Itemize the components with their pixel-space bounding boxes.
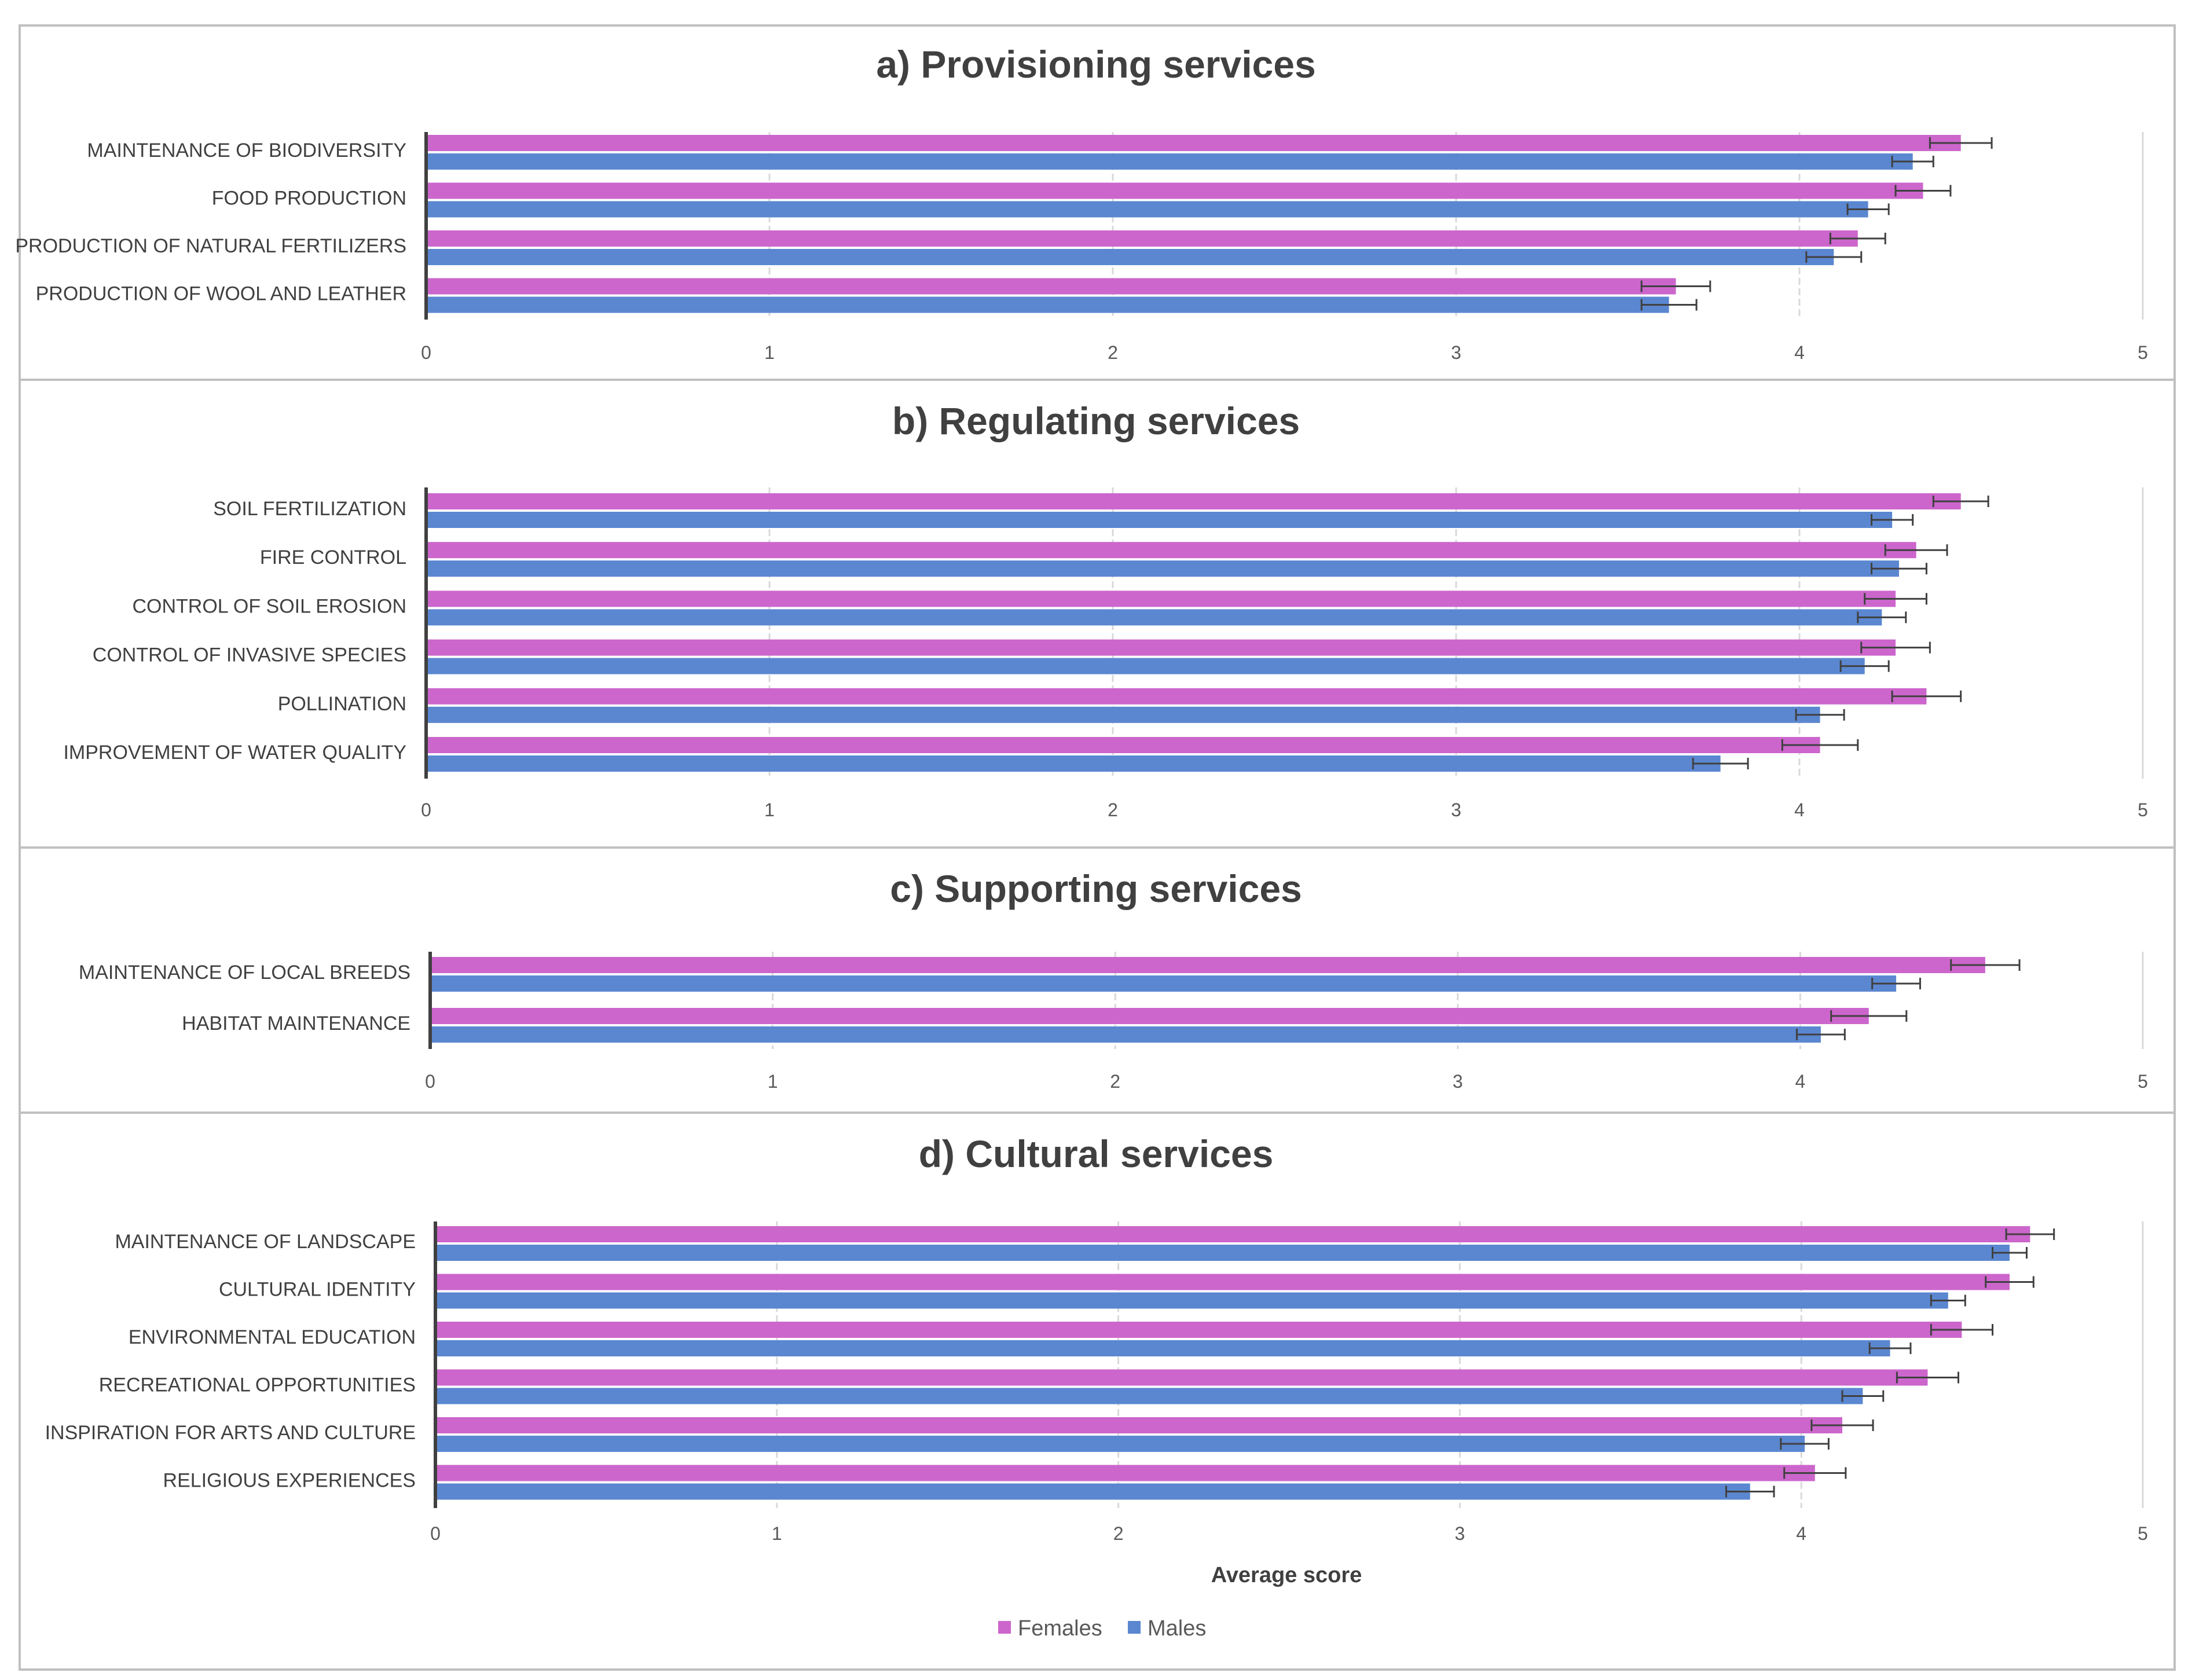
x-tick-label: 5 (2138, 1071, 2148, 1092)
x-tick-label: 1 (764, 342, 775, 363)
legend-label-females: Females (1018, 1616, 1102, 1641)
x-tick-label: 2 (1110, 1071, 1120, 1092)
category-label: PRODUCTION OF WOOL AND LEATHER (36, 283, 406, 305)
bar-females (426, 493, 1961, 509)
panel-title: c) Supporting services (890, 867, 1302, 910)
category-label: INSPIRATION FOR ARTS AND CULTURE (45, 1422, 416, 1444)
category-label: HABITAT MAINTENANCE (182, 1013, 410, 1035)
bar-males (426, 609, 1882, 626)
bar-males (435, 1483, 1750, 1500)
category-label: SOIL FERTILIZATION (213, 498, 406, 520)
x-tick-label: 5 (2138, 342, 2148, 363)
x-tick-label: 4 (1796, 1523, 1806, 1544)
x-tick-label: 2 (1108, 342, 1118, 363)
bar-females (435, 1417, 1842, 1433)
bar-males (426, 201, 1868, 218)
x-tick-label: 2 (1108, 799, 1118, 820)
bar-females (435, 1274, 2010, 1290)
bar-males (426, 249, 1834, 265)
category-label: RECREATIONAL OPPORTUNITIES (99, 1374, 416, 1396)
legend-swatch-females (998, 1621, 1011, 1634)
x-tick-label: 1 (764, 799, 775, 820)
bar-females (435, 1369, 1928, 1386)
category-label: MAINTENANCE OF LOCAL BREEDS (79, 962, 410, 984)
bar-males (430, 975, 1897, 992)
legend-label-males: Males (1148, 1616, 1206, 1641)
bar-females (426, 639, 1896, 656)
x-tick-label: 0 (421, 799, 431, 820)
category-label: ENVIRONMENTAL EDUCATION (129, 1326, 416, 1348)
x-tick-label: 1 (772, 1523, 782, 1544)
category-label: POLLINATION (278, 693, 406, 715)
x-tick-label: 0 (421, 342, 431, 363)
bar-males (430, 1026, 1821, 1043)
panel-title: a) Provisioning services (876, 43, 1315, 86)
x-tick-label: 2 (1113, 1523, 1124, 1544)
bar-females (435, 1465, 1815, 1481)
category-label: FOOD PRODUCTION (212, 188, 406, 210)
legend-swatch-males (1128, 1621, 1141, 1634)
x-tick-label: 5 (2138, 799, 2148, 820)
category-label: IMPROVEMENT OF WATER QUALITY (63, 742, 406, 764)
x-tick-label: 3 (1455, 1523, 1465, 1544)
category-label: CONTROL OF SOIL EROSION (132, 595, 406, 617)
x-tick-label: 0 (430, 1523, 441, 1544)
bar-males (426, 560, 1899, 577)
category-label: PRODUCTION OF NATURAL FERTILIZERS (15, 235, 406, 257)
x-tick-label: 4 (1794, 342, 1805, 363)
bar-females (435, 1322, 1962, 1338)
bar-females (430, 957, 1985, 973)
bar-females (426, 542, 1916, 559)
category-label: CONTROL OF INVASIVE SPECIES (93, 644, 406, 666)
x-tick-label: 3 (1451, 799, 1461, 820)
bar-males (426, 153, 1913, 170)
category-label: RELIGIOUS EXPERIENCES (163, 1470, 416, 1492)
x-tick-label: 1 (768, 1071, 778, 1092)
panel-title: d) Cultural services (919, 1132, 1274, 1175)
category-label: FIRE CONTROL (260, 546, 406, 568)
bar-females (426, 590, 1896, 607)
bar-females (426, 737, 1820, 753)
panel-title: b) Regulating services (892, 399, 1300, 442)
bar-females (426, 182, 1923, 199)
bar-males (426, 512, 1893, 528)
chart-panel: b) Regulating services 0 1 2 3 4 5 SOIL FERTILI… (19, 379, 2176, 849)
bar-males (435, 1245, 2010, 1261)
bar-males (426, 658, 1865, 674)
bar-females (426, 688, 1927, 705)
x-tick-label: 5 (2138, 1523, 2148, 1544)
bar-females (435, 1226, 2030, 1242)
chart-panel: c) Supporting services 0 1 2 3 4 5 MAINTENANCE … (19, 846, 2176, 1114)
bar-females (430, 1008, 1869, 1024)
bar-males (426, 755, 1721, 772)
x-tick-label: 3 (1453, 1071, 1463, 1092)
bar-males (435, 1292, 1948, 1309)
bar-females (426, 135, 1961, 151)
bar-males (426, 296, 1669, 313)
category-label: CULTURAL IDENTITY (219, 1279, 416, 1301)
chart-panel: d) Cultural services 0 1 2 3 4 5 MAINTENANCE OF… (19, 1112, 2176, 1671)
category-label: MAINTENANCE OF LANDSCAPE (115, 1231, 416, 1253)
bar-males (435, 1388, 1863, 1404)
legend: Females Males (998, 1616, 1206, 1641)
x-tick-label: 0 (425, 1071, 435, 1092)
bar-males (435, 1340, 1890, 1356)
category-label: MAINTENANCE OF BIODIVERSITY (87, 140, 406, 162)
x-tick-label: 4 (1794, 799, 1805, 820)
panel-border (19, 1112, 2176, 1671)
bar-males (435, 1436, 1805, 1452)
chart-panel: a) Provisioning services 0 1 2 3 4 5 MAINTENANC… (15, 24, 2176, 381)
x-tick-label: 3 (1451, 342, 1461, 363)
bar-females (426, 278, 1676, 295)
bar-females (426, 230, 1858, 247)
x-axis-title: Average score (1211, 1563, 1362, 1587)
bar-males (426, 706, 1820, 723)
x-tick-label: 4 (1795, 1071, 1806, 1092)
